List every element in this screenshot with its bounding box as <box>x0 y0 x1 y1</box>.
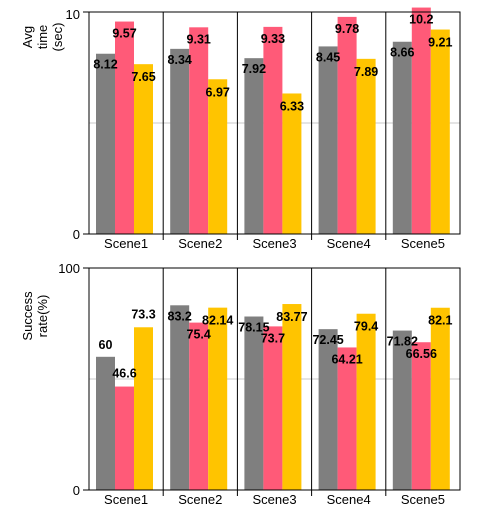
data-label: 8.12 <box>93 58 117 72</box>
axes-frame <box>88 11 461 235</box>
data-label: 75.4 <box>187 328 211 342</box>
data-label: 79.4 <box>354 320 378 334</box>
x-tick-label: Scene1 <box>104 492 148 507</box>
bar <box>411 7 431 235</box>
y-axis-label: Success <box>20 291 35 341</box>
data-label: 9.33 <box>261 32 285 46</box>
data-label: 60 <box>99 338 113 352</box>
bar <box>430 29 450 235</box>
data-label: 9.78 <box>335 22 359 36</box>
bar <box>115 386 134 490</box>
bar <box>134 64 153 234</box>
bar <box>244 316 264 490</box>
bar <box>282 304 302 490</box>
data-label: 9.31 <box>187 32 211 46</box>
data-label: 9.21 <box>428 36 452 50</box>
data-label: 9.57 <box>112 27 136 41</box>
data-label: 7.92 <box>242 62 266 76</box>
y-axis-label: rate(%) <box>35 295 50 338</box>
data-label: 83.77 <box>276 310 307 324</box>
x-tick-label: Scene5 <box>401 236 445 251</box>
data-label: 7.65 <box>131 70 155 84</box>
bar <box>282 93 302 234</box>
bar <box>134 327 153 490</box>
data-label: 82.1 <box>428 314 452 328</box>
bar <box>96 356 115 490</box>
bar <box>208 307 228 490</box>
bar <box>115 21 134 234</box>
bar <box>430 307 450 490</box>
data-label: 66.56 <box>406 347 437 361</box>
axes-frame <box>88 267 461 491</box>
y-axis-label: time <box>35 25 50 50</box>
data-label: 83.2 <box>168 309 192 323</box>
bar <box>263 26 283 235</box>
data-label: 10.2 <box>409 13 433 27</box>
x-tick-label: Scene5 <box>401 492 445 507</box>
data-label: 8.45 <box>316 50 340 64</box>
data-label: 78.15 <box>238 321 269 335</box>
bar <box>337 16 357 234</box>
y-axis-label: Avg <box>20 26 35 48</box>
panel-avg-time: 8.12 9.57 7.65 8.34 9.31 6.97 7.92 9.33 6.33 8.45… <box>20 7 461 251</box>
bar <box>411 342 431 490</box>
bar <box>208 79 228 235</box>
bar <box>244 58 264 235</box>
data-label: 8.66 <box>390 46 414 60</box>
bar <box>170 305 190 490</box>
x-tick-label: Scene2 <box>178 236 222 251</box>
bar <box>263 326 283 490</box>
data-label: 73.7 <box>261 331 285 345</box>
data-label: 73.3 <box>131 307 155 321</box>
bar <box>337 347 357 490</box>
bar <box>392 41 412 234</box>
data-label: 7.89 <box>354 65 378 79</box>
x-tick-label: Scene1 <box>104 236 148 251</box>
y-tick-label: 10 <box>66 7 80 22</box>
data-label: 6.33 <box>280 99 304 113</box>
bar <box>189 27 209 235</box>
bar <box>189 322 209 490</box>
data-label: 8.34 <box>168 53 192 67</box>
x-tick-label: Scene2 <box>178 492 222 507</box>
data-label: 82.14 <box>202 314 233 328</box>
data-label: 72.45 <box>312 333 343 347</box>
y-tick-label: 0 <box>73 483 80 498</box>
x-tick-label: Scene4 <box>327 492 371 507</box>
x-tick-label: Scene3 <box>252 492 296 507</box>
x-tick-label: Scene3 <box>252 236 296 251</box>
data-label: 46.6 <box>112 367 136 381</box>
bar <box>392 330 412 490</box>
data-label: 6.97 <box>206 85 230 99</box>
bar <box>96 53 115 235</box>
y-axis-label: (sec) <box>50 23 65 52</box>
y-tick-label: 0 <box>73 227 80 242</box>
data-label: 71.82 <box>387 335 418 349</box>
bar <box>356 313 376 490</box>
x-tick-label: Scene4 <box>327 236 371 251</box>
bar <box>170 48 190 234</box>
data-label: 64.21 <box>331 352 362 366</box>
bar <box>318 329 338 490</box>
bar <box>356 58 376 235</box>
bar <box>318 46 338 234</box>
y-tick-label: 100 <box>58 261 80 276</box>
